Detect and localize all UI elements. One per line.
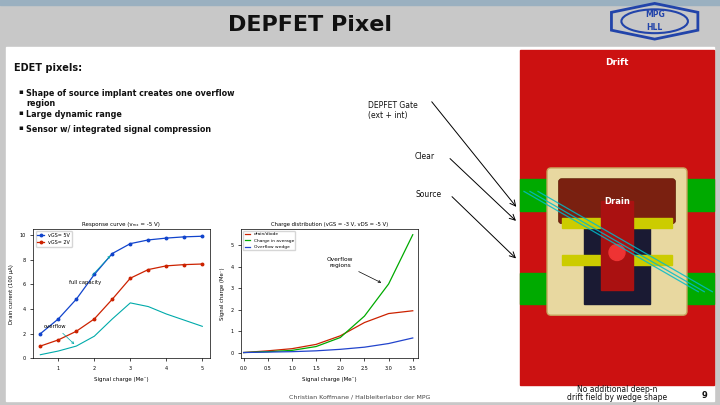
Charge in average xyxy=(384,281,393,286)
Circle shape xyxy=(609,245,625,260)
Text: ▪: ▪ xyxy=(18,89,23,95)
drain/diode xyxy=(312,342,320,347)
vGS= 5V xyxy=(108,251,117,256)
vGS= 2V xyxy=(72,329,81,334)
vGS= 2V xyxy=(144,267,153,272)
Text: Drain: Drain xyxy=(604,197,630,206)
vGS= 2V xyxy=(108,297,117,302)
FancyBboxPatch shape xyxy=(547,168,687,315)
Text: EDET pixels:: EDET pixels: xyxy=(14,62,82,72)
Bar xyxy=(520,273,559,305)
Title: Response curve (vₘₓ = -5 V): Response curve (vₘₓ = -5 V) xyxy=(82,222,161,227)
Text: ▪: ▪ xyxy=(18,125,23,131)
Overflow wedge xyxy=(239,350,248,355)
Bar xyxy=(600,201,634,290)
X-axis label: Signal charge (Me⁻): Signal charge (Me⁻) xyxy=(94,377,148,382)
Bar xyxy=(520,49,714,385)
Title: Charge distribution (vGS = -3 V, vDS = -5 V): Charge distribution (vGS = -3 V, vDS = -… xyxy=(271,222,388,227)
Text: MPG: MPG xyxy=(645,11,665,19)
Legend: drain/diode, Charge in average, Overflow wedge: drain/diode, Charge in average, Overflow… xyxy=(243,231,295,250)
Text: Clear: Clear xyxy=(415,152,435,161)
vGS= 2V xyxy=(198,262,207,266)
drain/diode xyxy=(384,311,393,316)
vGS= 2V xyxy=(36,344,45,349)
Overflow wedge xyxy=(336,347,345,352)
Overflow wedge xyxy=(312,348,320,353)
drain/diode xyxy=(239,350,248,355)
Text: Source: Source xyxy=(415,190,441,199)
Overflow wedge xyxy=(360,345,369,350)
Text: drift field by wedge shape: drift field by wedge shape xyxy=(567,394,667,403)
drain/diode xyxy=(336,333,345,338)
X-axis label: Signal charge (Me⁻): Signal charge (Me⁻) xyxy=(302,377,356,382)
Charge in average xyxy=(408,232,417,237)
Charge in average xyxy=(287,348,296,353)
Line: Overflow wedge: Overflow wedge xyxy=(243,338,413,352)
Text: DEPFET Pixel: DEPFET Pixel xyxy=(228,15,392,35)
Line: vGS= 5V: vGS= 5V xyxy=(39,235,204,335)
Bar xyxy=(584,182,650,304)
Text: Shape of source implant creates one overflow
region: Shape of source implant creates one over… xyxy=(26,89,235,108)
Y-axis label: Signal charge (Me⁻): Signal charge (Me⁻) xyxy=(220,267,225,320)
Bar xyxy=(562,256,672,265)
Legend: vGS= 5V, vGS= 2V: vGS= 5V, vGS= 2V xyxy=(35,231,71,247)
Text: HLL: HLL xyxy=(647,23,663,32)
Charge in average xyxy=(239,350,248,355)
Overflow wedge xyxy=(264,350,272,354)
vGS= 5V xyxy=(144,237,153,242)
Bar xyxy=(562,218,672,228)
Text: Large dynamic range: Large dynamic range xyxy=(26,110,122,119)
Text: Sensor w/ integrated signal compression: Sensor w/ integrated signal compression xyxy=(26,125,211,134)
vGS= 2V xyxy=(162,263,171,268)
Line: vGS= 2V: vGS= 2V xyxy=(39,263,204,347)
vGS= 5V xyxy=(126,241,135,246)
Charge in average xyxy=(264,349,272,354)
vGS= 2V xyxy=(126,276,135,281)
vGS= 5V xyxy=(180,234,189,239)
Bar xyxy=(520,179,559,211)
Text: DEPFET Gate
(ext + int): DEPFET Gate (ext + int) xyxy=(368,100,418,120)
Line: drain/diode: drain/diode xyxy=(243,311,413,352)
Charge in average xyxy=(336,335,345,340)
Text: ▪: ▪ xyxy=(18,110,23,115)
Overflow wedge xyxy=(384,341,393,346)
Text: full capacity: full capacity xyxy=(69,256,110,286)
drain/diode xyxy=(360,320,369,325)
Overflow wedge xyxy=(287,349,296,354)
Charge in average xyxy=(312,344,320,349)
drain/diode xyxy=(264,348,272,353)
vGS= 5V xyxy=(90,272,99,277)
vGS= 5V xyxy=(72,297,81,302)
Charge in average xyxy=(360,314,369,319)
vGS= 5V xyxy=(198,234,207,239)
Bar xyxy=(675,179,714,211)
Text: 9: 9 xyxy=(701,391,707,400)
Text: Christian Koffmane / Halbleiterlabor der MPG: Christian Koffmane / Halbleiterlabor der… xyxy=(289,395,431,400)
vGS= 5V xyxy=(162,236,171,241)
vGS= 2V xyxy=(54,337,63,342)
Text: Drift: Drift xyxy=(606,58,629,66)
Bar xyxy=(0,0,720,5)
drain/diode xyxy=(287,346,296,351)
Bar xyxy=(675,273,714,305)
Line: Charge in average: Charge in average xyxy=(243,235,413,352)
vGS= 5V xyxy=(36,331,45,336)
vGS= 2V xyxy=(90,316,99,321)
Overflow wedge xyxy=(408,335,417,340)
drain/diode xyxy=(408,308,417,313)
vGS= 2V xyxy=(180,262,189,267)
Text: overflow: overflow xyxy=(44,324,73,343)
Y-axis label: Drain current (100 μA): Drain current (100 μA) xyxy=(9,264,14,324)
FancyBboxPatch shape xyxy=(559,179,675,224)
Text: No additional deep-n: No additional deep-n xyxy=(577,386,657,394)
Text: Overflow
regions: Overflow regions xyxy=(327,257,381,282)
vGS= 5V xyxy=(54,316,63,321)
